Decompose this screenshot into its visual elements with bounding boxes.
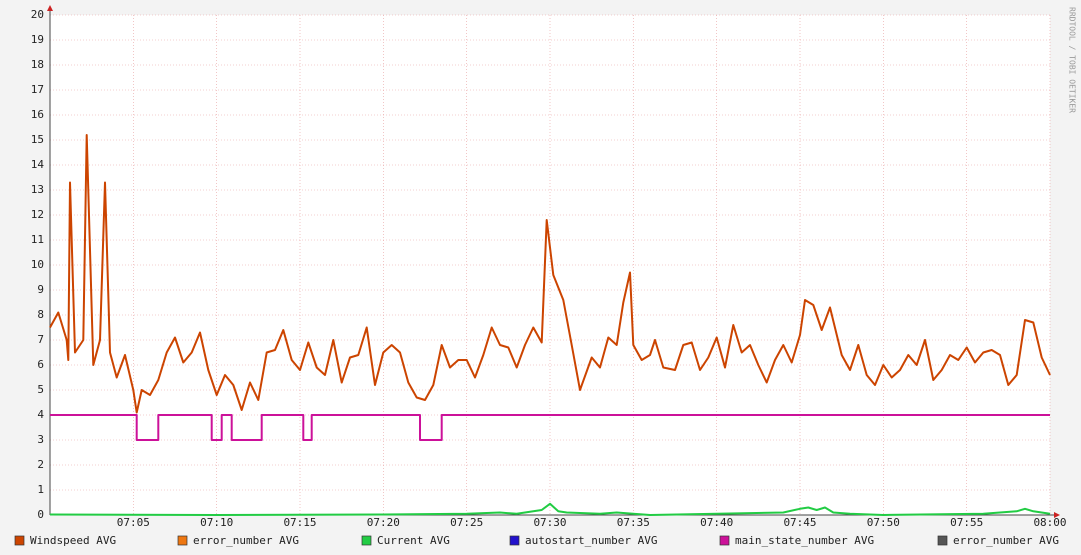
x-tick-label: 07:05 <box>117 516 150 529</box>
series-line <box>49 502 1051 516</box>
legend-swatch <box>177 535 188 546</box>
legend-label: error_number AVG <box>953 534 1059 547</box>
y-tick-label: 0 <box>37 508 44 521</box>
legend-label: Current AVG <box>377 534 450 547</box>
y-tick-label: 14 <box>31 158 45 171</box>
legend-swatch <box>937 535 948 546</box>
legend-swatch <box>719 535 730 546</box>
y-tick-label: 15 <box>31 133 44 146</box>
y-tick-label: 6 <box>37 358 44 371</box>
legend-label: autostart_number AVG <box>525 534 657 547</box>
x-tick-label: 07:20 <box>367 516 400 529</box>
axis-arrow <box>1054 512 1060 518</box>
y-tick-label: 13 <box>31 183 44 196</box>
x-tick-label: 07:35 <box>617 516 650 529</box>
series-line <box>49 134 1051 414</box>
legend-swatch <box>361 535 372 546</box>
y-tick-label: 9 <box>37 283 44 296</box>
x-tick-label: 07:55 <box>950 516 983 529</box>
x-tick-label: 07:45 <box>783 516 816 529</box>
y-tick-label: 16 <box>31 108 44 121</box>
legend-label: Windspeed AVG <box>30 534 116 547</box>
x-tick-label: 07:15 <box>283 516 316 529</box>
y-tick-label: 4 <box>37 408 44 421</box>
legend-label: error_number AVG <box>193 534 299 547</box>
legend-label: main_state_number AVG <box>735 534 874 547</box>
series-line <box>50 414 1050 441</box>
y-tick-label: 19 <box>31 33 44 46</box>
y-tick-label: 18 <box>31 58 44 71</box>
y-tick-label: 20 <box>31 8 44 21</box>
x-tick-label: 07:10 <box>200 516 233 529</box>
y-tick-label: 5 <box>37 383 44 396</box>
y-tick-label: 1 <box>37 483 44 496</box>
x-tick-label: 07:40 <box>700 516 733 529</box>
watermark: RRDTOOL / TOBI OETIKER <box>1068 7 1077 113</box>
x-tick-label: 07:25 <box>450 516 483 529</box>
axis-arrow <box>47 5 53 11</box>
y-tick-label: 17 <box>31 83 44 96</box>
y-tick-label: 3 <box>37 433 44 446</box>
y-tick-label: 10 <box>31 258 44 271</box>
x-tick-label: 08:00 <box>1033 516 1066 529</box>
x-tick-label: 07:50 <box>867 516 900 529</box>
legend-swatch <box>14 535 25 546</box>
y-tick-label: 11 <box>31 233 44 246</box>
y-tick-label: 12 <box>31 208 44 221</box>
y-tick-label: 7 <box>37 333 44 346</box>
x-tick-label: 07:30 <box>533 516 566 529</box>
legend-swatch <box>509 535 520 546</box>
y-tick-label: 8 <box>37 308 44 321</box>
y-tick-label: 2 <box>37 458 44 471</box>
